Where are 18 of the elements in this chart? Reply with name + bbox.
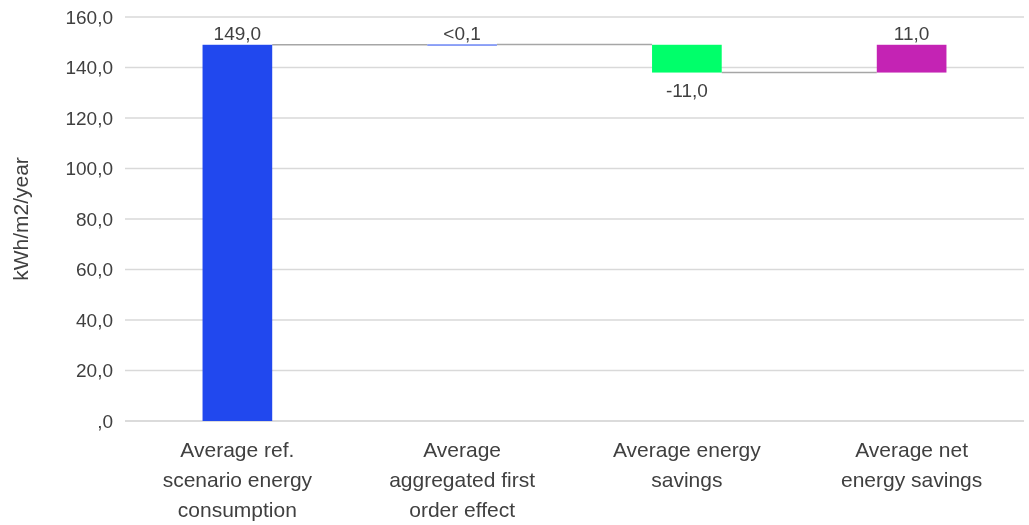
y-tick-label: 80,0 (76, 208, 113, 230)
y-tick-label: 160,0 (65, 6, 113, 28)
x-tick-label: Average net energy savings (841, 438, 983, 491)
y-tick-label: 120,0 (65, 107, 113, 129)
y-tick-label: 100,0 (65, 158, 113, 180)
x-tick-label: Average ref. scenario energy consumption (162, 438, 313, 521)
y-tick-label: 60,0 (76, 259, 113, 281)
y-tick-label: 40,0 (76, 309, 113, 331)
x-tick-label: Average aggregated first order effect (389, 438, 536, 521)
data-label: <0,1 (443, 22, 481, 44)
data-label: 149,0 (213, 22, 262, 44)
y-tick-label: 20,0 (76, 360, 113, 382)
y-tick-label: ,0 (97, 410, 113, 432)
y-tick-label: 140,0 (65, 57, 113, 79)
data-label: -11,0 (665, 79, 708, 101)
y-axis-title: kWh/m2/year (9, 157, 32, 281)
data-label: 11,0 (893, 22, 930, 44)
x-tick-label: Average energy savings (612, 438, 762, 491)
